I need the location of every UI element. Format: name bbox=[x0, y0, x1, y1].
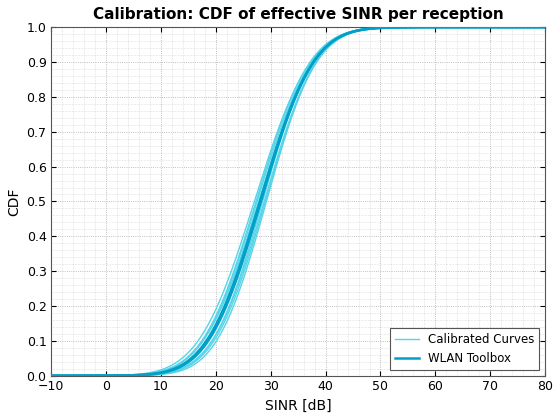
Title: Calibration: CDF of effective SINR per reception: Calibration: CDF of effective SINR per r… bbox=[93, 7, 503, 22]
X-axis label: SINR [dB]: SINR [dB] bbox=[265, 399, 332, 413]
Y-axis label: CDF: CDF bbox=[7, 187, 21, 216]
Legend: Calibrated Curves, WLAN Toolbox: Calibrated Curves, WLAN Toolbox bbox=[390, 328, 539, 370]
